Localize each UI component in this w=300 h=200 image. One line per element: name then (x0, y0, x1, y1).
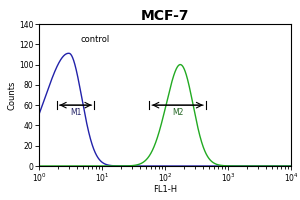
Text: M2: M2 (172, 108, 183, 117)
X-axis label: FL1-H: FL1-H (153, 185, 177, 194)
Text: M1: M1 (70, 108, 81, 117)
Title: MCF-7: MCF-7 (141, 9, 189, 23)
Y-axis label: Counts: Counts (7, 80, 16, 110)
Text: control: control (80, 35, 110, 44)
